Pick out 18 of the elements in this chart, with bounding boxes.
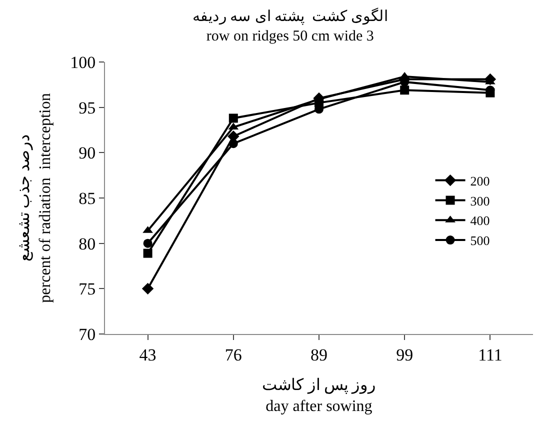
legend-label: 500 (470, 233, 490, 248)
x-tick-label: 43 (139, 345, 156, 364)
y-tick-label: 70 (78, 324, 96, 344)
x-tick-label: 99 (396, 345, 414, 364)
legend-label: 300 (470, 193, 490, 208)
chart-subtitle: row on ridges 50 cm wide 3 (206, 28, 374, 45)
x-tick-label: 89 (310, 345, 328, 364)
chart-title: الگوی کشت پشته ای سه ردیفه (192, 7, 388, 26)
x-tick-label: 111 (478, 345, 502, 364)
legend-label: 400 (470, 213, 490, 228)
y-tick-label: 95 (78, 98, 96, 118)
x-tick-label: 76 (224, 345, 242, 364)
y-tick-label: 80 (78, 234, 96, 254)
y-tick-label: 85 (78, 188, 96, 208)
y-tick-label: 100 (70, 52, 96, 72)
y-tick-label: 90 (78, 144, 96, 163)
y-tick-label: 75 (78, 280, 96, 299)
legend-label: 200 (470, 173, 490, 188)
